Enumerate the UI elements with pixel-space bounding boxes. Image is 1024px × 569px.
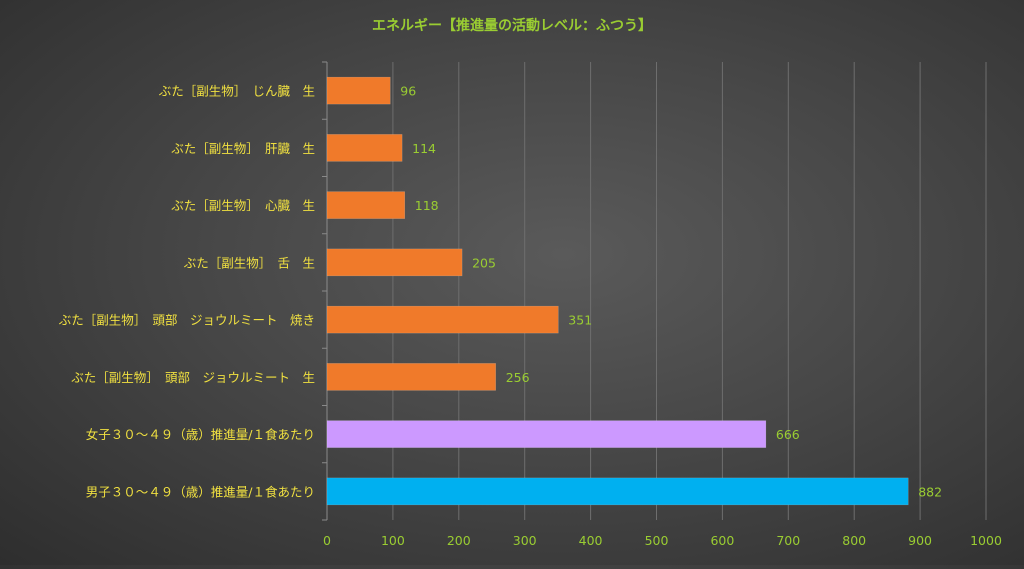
- bar: [326, 134, 403, 162]
- data-label: 114: [412, 141, 436, 156]
- data-label: 205: [472, 255, 496, 270]
- category-label: ぶた［副生物］ 頭部 ジョウルミート 生: [71, 370, 315, 385]
- value-labels: 96 114 118 205 351 256 666 882: [400, 84, 942, 500]
- x-tick-label: 800: [842, 533, 866, 548]
- data-label: 666: [776, 427, 800, 442]
- category-label: 女子３０～４９（歳）推進量/１食あたり: [86, 427, 315, 442]
- data-label: 96: [400, 84, 416, 99]
- bar: [326, 477, 909, 506]
- bar: [326, 305, 559, 334]
- bar: [326, 191, 406, 219]
- category-label: ぶた［副生物］ 心臓 生: [171, 198, 315, 213]
- bars: [326, 76, 909, 506]
- chart-title: エネルギー【推進量の活動レベル：ふつう】: [372, 17, 652, 34]
- category-label: ぶた［副生物］ 舌 生: [184, 255, 315, 270]
- category-label: 男子３０～４９（歳）推進量/１食あたり: [86, 484, 315, 499]
- data-label: 118: [415, 198, 439, 213]
- data-label: 882: [918, 484, 942, 499]
- data-label: 256: [506, 370, 530, 385]
- x-tick-label: 300: [513, 533, 537, 548]
- x-tick-label: 600: [710, 533, 734, 548]
- bar: [326, 248, 463, 277]
- bar: [326, 76, 391, 105]
- grid-lines: [322, 61, 987, 521]
- x-tick-label: 400: [579, 533, 603, 548]
- x-tick-label: 200: [447, 533, 471, 548]
- category-labels: ぶた［副生物］ じん臓 生ぶた［副生物］ 肝臓 生ぶた［副生物］ 心臓 生ぶた［…: [59, 84, 315, 500]
- bar: [326, 420, 767, 448]
- x-tick-label: 100: [381, 533, 405, 548]
- data-label: 351: [568, 313, 592, 328]
- x-tick-label: 500: [645, 533, 669, 548]
- x-tick-label: 0: [323, 533, 331, 548]
- category-label: ぶた［副生物］ 肝臓 生: [171, 141, 315, 156]
- x-tick-label: 700: [776, 533, 800, 548]
- x-tick-label: 900: [908, 533, 932, 548]
- category-label: ぶた［副生物］ 頭部 ジョウルミート 焼き: [59, 313, 315, 328]
- bar: [326, 363, 496, 391]
- x-axis-ticks: 0 100 200 300 400 500 600 700 800 900 1000: [323, 533, 1002, 548]
- category-label: ぶた［副生物］ じん臓 生: [159, 84, 315, 99]
- x-tick-label: 1000: [970, 533, 1002, 548]
